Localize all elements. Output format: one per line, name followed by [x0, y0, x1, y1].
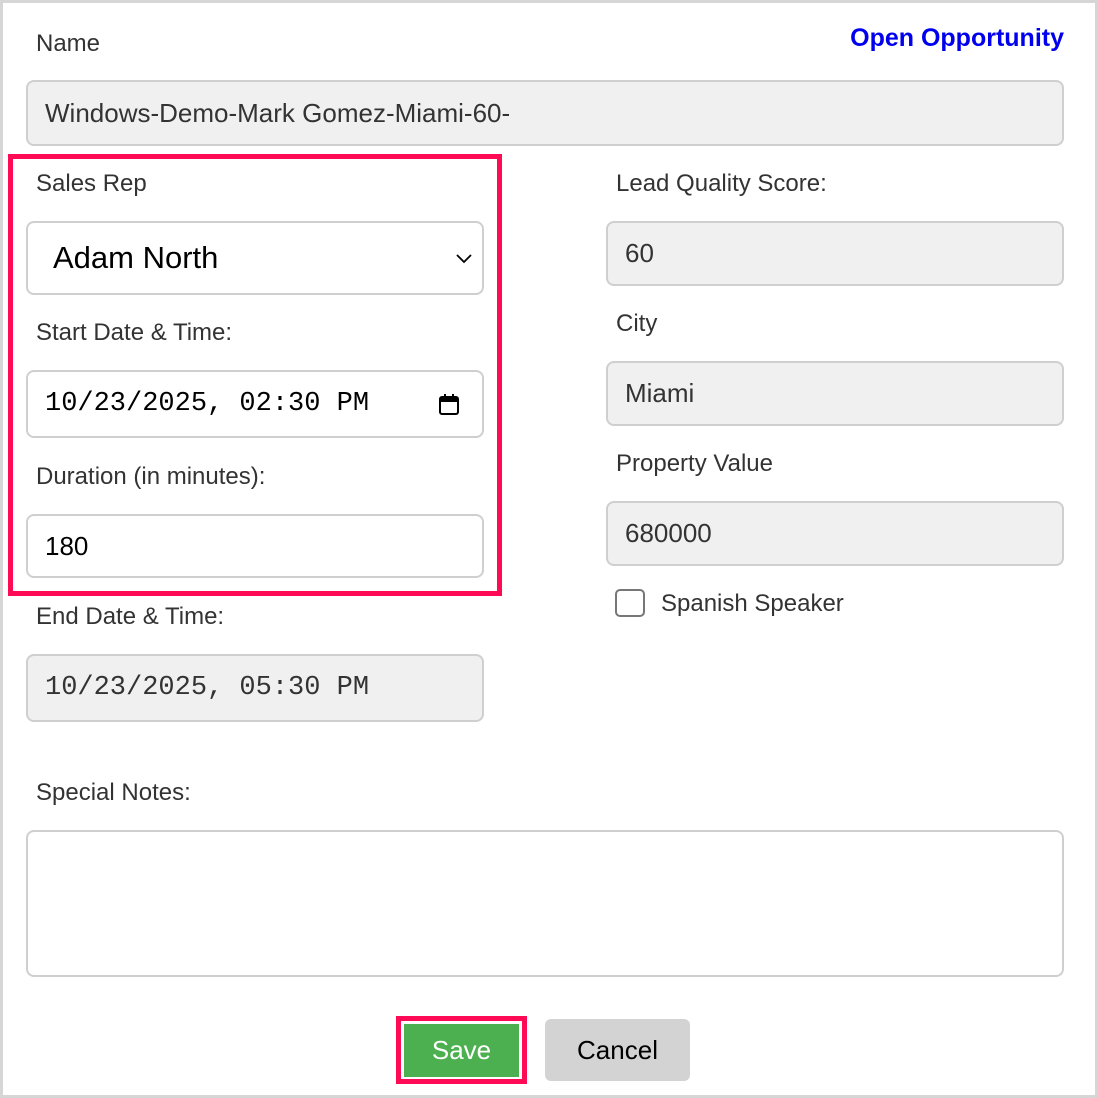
sales-rep-label: Sales Rep	[36, 170, 147, 197]
calendar-icon[interactable]	[438, 394, 460, 416]
duration-input[interactable]: 180	[26, 514, 484, 578]
start-label: Start Date & Time:	[36, 319, 233, 346]
spanish-speaker-checkbox[interactable]	[615, 589, 645, 617]
special-notes-textarea[interactable]	[26, 830, 1064, 977]
property-value-input[interactable]: 680000	[606, 501, 1064, 566]
city-label: City	[616, 310, 658, 337]
special-notes-label: Special Notes:	[36, 779, 191, 806]
duration-label: Duration (in minutes):	[36, 463, 266, 490]
lead-score-input[interactable]: 60	[606, 221, 1064, 286]
start-value: 10/23/2025, 02:30 PM	[45, 389, 370, 419]
save-button[interactable]: Save	[404, 1024, 519, 1077]
end-label: End Date & Time:	[36, 603, 225, 630]
sales-rep-select[interactable]: Adam North	[26, 221, 484, 295]
highlight-box	[8, 154, 502, 596]
cancel-button[interactable]: Cancel	[545, 1019, 690, 1081]
open-opportunity-link[interactable]: Open Opportunity	[850, 24, 1064, 52]
city-input[interactable]: Miami	[606, 361, 1064, 426]
sales-rep-value: Adam North	[53, 240, 219, 275]
end-datetime-input[interactable]: 10/23/2025, 05:30 PM	[26, 654, 484, 722]
name-input[interactable]: Windows-Demo-Mark Gomez-Miami-60-	[26, 80, 1064, 146]
save-highlight	[396, 1016, 527, 1084]
lead-score-label: Lead Quality Score:	[616, 170, 827, 197]
property-value-label: Property Value	[616, 450, 773, 477]
start-datetime-input[interactable]: 10/23/2025, 02:30 PM	[26, 370, 484, 438]
chevron-down-icon	[456, 254, 472, 264]
spanish-speaker-label[interactable]: Spanish Speaker	[661, 590, 844, 617]
name-label: Name	[36, 30, 101, 57]
